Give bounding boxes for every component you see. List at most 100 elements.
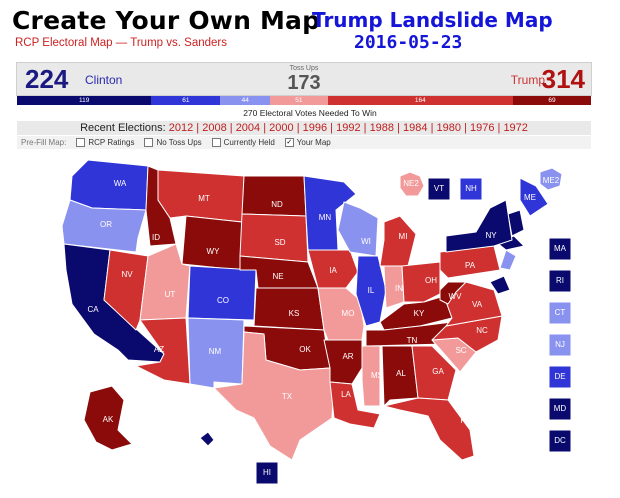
election-year-link[interactable]: 2012 [168,122,194,134]
state-la[interactable] [329,381,381,429]
election-year-link[interactable]: 1972 [503,122,528,134]
state-al[interactable] [381,345,419,407]
state-label-ne: NE [272,272,283,281]
state-label-il: IL [368,286,375,295]
state-ga[interactable] [411,345,457,401]
state-label-ct: CT [555,308,566,317]
election-year-link[interactable]: 1980 [436,122,461,134]
checkbox[interactable] [211,138,221,147]
election-year-link[interactable]: 1988 [369,122,395,134]
state-oh[interactable] [401,261,441,303]
state-wa[interactable] [69,159,149,211]
checkbox[interactable] [144,138,154,147]
electoral-vote-bar: 119 61 44 51 164 69 [17,96,591,105]
state-ne2[interactable] [399,171,425,197]
prefill-option[interactable]: No Toss Ups [144,136,202,149]
state-label-az: AZ [154,345,164,354]
state-label-nh: NH [465,184,477,193]
state-wi[interactable] [337,201,379,257]
state-hi-island[interactable] [199,431,215,447]
year-separator: | [327,122,337,134]
state-label-de: DE [554,372,565,381]
state-az[interactable] [135,317,191,385]
prefill-option-label: RCP Ratings [88,138,135,147]
state-label-ga: GA [432,367,444,376]
toss-ups-total: 173 [287,72,321,94]
electoral-totals-bar: 224 Clinton Toss Ups 173 Trump 314 [16,62,592,96]
state-nv[interactable] [103,249,149,331]
ev-bar-segment: 69 [513,96,591,105]
state-label-va: VA [472,300,483,309]
state-label-nm: NM [209,347,222,356]
rep-total: 314 [541,64,585,94]
prefill-map-options: Pre-Fill Map: RCP Ratings No Toss Ups Curr… [17,136,591,149]
state-ms[interactable] [361,345,381,407]
election-year-link[interactable]: 1984 [403,122,428,134]
prefill-option[interactable]: Currently Held [211,136,275,149]
state-nm[interactable] [187,317,245,389]
state-ia[interactable] [307,249,359,289]
state-me2[interactable] [539,167,563,191]
year-separator: | [394,122,404,134]
election-year-link[interactable]: 2004 [235,122,261,134]
state-label-hi: HI [263,468,271,477]
checkbox[interactable]: ✓ [284,138,294,147]
state-box-ct[interactable] [548,301,572,325]
state-nd[interactable] [241,175,307,217]
toss-ups-label: Toss Ups [289,65,319,72]
state-tx[interactable] [213,331,335,461]
election-year-link[interactable]: 1976 [469,122,495,134]
state-label-la: LA [341,390,351,399]
state-mo[interactable] [317,287,365,341]
state-fl[interactable] [383,397,475,461]
state-box-nj[interactable] [548,333,572,357]
election-year-link[interactable]: 2008 [202,122,227,134]
election-year-link[interactable]: 1992 [336,122,361,134]
state-label-ma: MA [554,244,567,253]
year-separator: | [360,122,370,134]
state-label-ri: RI [556,276,564,285]
md-de-shape[interactable] [489,275,511,295]
state-ar[interactable] [323,339,363,385]
state-wv[interactable] [439,281,467,305]
prefill-option-label: No Toss Ups [156,138,202,147]
state-mn[interactable] [303,175,357,251]
state-ak[interactable] [83,385,133,451]
state-label-oh: OH [425,276,437,285]
state-box-ma[interactable] [548,237,572,261]
state-wy[interactable] [181,215,243,271]
state-box-dc[interactable] [548,429,572,453]
map-headline: Trump Landslide Map [312,8,553,32]
state-co[interactable] [187,265,257,321]
prefill-option[interactable]: RCP Ratings [76,136,134,149]
checkbox[interactable] [76,138,86,147]
ev-bar-segment: 61 [151,96,221,105]
prefill-option[interactable]: ✓ Your Map [284,136,331,149]
state-label-me2: ME2 [543,176,560,185]
ev-bar-segment: 51 [270,96,328,105]
election-year-link[interactable]: 1996 [302,122,328,134]
state-box-hi[interactable] [255,461,279,485]
state-box-nh[interactable] [459,177,483,201]
election-year-link[interactable]: 2000 [269,122,294,134]
state-label-wa: WA [114,179,127,188]
dem-total: 224 [25,64,69,94]
state-or[interactable] [61,199,147,253]
state-label-tx: TX [282,392,293,401]
state-box-vt[interactable] [427,177,451,201]
state-label-wi: WI [361,237,371,246]
year-separator: | [427,122,437,134]
state-box-ri[interactable] [548,269,572,293]
state-label-wy: WY [207,247,221,256]
state-label-ak: AK [103,415,114,424]
state-label-sd: SD [274,238,285,247]
nj-shape[interactable] [499,249,517,271]
state-ny[interactable] [445,199,513,253]
state-label-id: ID [152,233,160,242]
state-me[interactable] [519,177,549,217]
state-box-de[interactable] [548,365,572,389]
state-box-md[interactable] [548,397,572,421]
state-label-ky: KY [414,309,425,318]
rep-candidate-name: Trump [510,73,545,87]
